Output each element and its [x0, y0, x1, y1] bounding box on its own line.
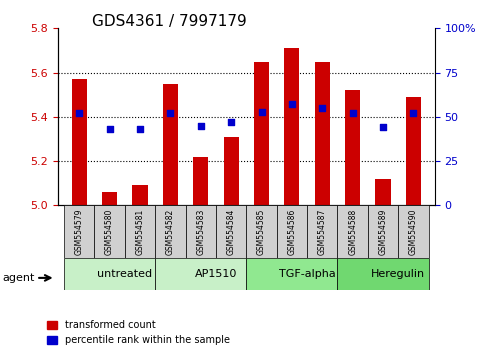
FancyBboxPatch shape: [398, 205, 428, 258]
Legend: transformed count, percentile rank within the sample: transformed count, percentile rank withi…: [43, 316, 234, 349]
Text: GSM554583: GSM554583: [196, 209, 205, 255]
FancyBboxPatch shape: [155, 258, 246, 290]
FancyBboxPatch shape: [307, 205, 338, 258]
FancyBboxPatch shape: [338, 258, 428, 290]
Point: [167, 110, 174, 116]
Text: GSM554585: GSM554585: [257, 209, 266, 255]
Bar: [375, 179, 391, 205]
Point: [136, 126, 144, 132]
Text: GSM554582: GSM554582: [166, 209, 175, 255]
Text: GSM554587: GSM554587: [318, 209, 327, 255]
Text: GSM554579: GSM554579: [75, 209, 84, 255]
FancyBboxPatch shape: [125, 205, 155, 258]
Text: AP1510: AP1510: [195, 269, 237, 279]
Bar: [132, 185, 148, 205]
Text: GSM554588: GSM554588: [348, 209, 357, 255]
FancyBboxPatch shape: [64, 205, 94, 258]
FancyBboxPatch shape: [64, 258, 155, 290]
Text: GSM554581: GSM554581: [136, 209, 144, 255]
Bar: [71, 79, 87, 205]
Bar: [224, 137, 239, 205]
Text: untreated: untreated: [97, 269, 152, 279]
Text: GSM554580: GSM554580: [105, 209, 114, 255]
Text: TGF-alpha: TGF-alpha: [279, 269, 336, 279]
Text: Heregulin: Heregulin: [371, 269, 426, 279]
Text: GDS4361 / 7997179: GDS4361 / 7997179: [92, 14, 246, 29]
Text: GSM554590: GSM554590: [409, 209, 418, 255]
Bar: [406, 97, 421, 205]
Point: [349, 110, 356, 116]
FancyBboxPatch shape: [94, 205, 125, 258]
Point: [288, 102, 296, 107]
Point: [106, 126, 114, 132]
Text: agent: agent: [2, 273, 35, 283]
FancyBboxPatch shape: [368, 205, 398, 258]
Bar: [284, 48, 299, 205]
FancyBboxPatch shape: [246, 205, 277, 258]
Text: GSM554584: GSM554584: [227, 209, 236, 255]
Bar: [345, 90, 360, 205]
Point: [410, 110, 417, 116]
Bar: [254, 62, 269, 205]
FancyBboxPatch shape: [277, 205, 307, 258]
Point: [318, 105, 326, 111]
Point: [227, 119, 235, 125]
FancyBboxPatch shape: [246, 258, 338, 290]
Bar: [102, 192, 117, 205]
FancyBboxPatch shape: [185, 205, 216, 258]
FancyBboxPatch shape: [155, 205, 185, 258]
Point: [379, 125, 387, 130]
Point: [257, 109, 265, 114]
FancyBboxPatch shape: [338, 205, 368, 258]
Bar: [163, 84, 178, 205]
Bar: [193, 156, 208, 205]
Point: [75, 110, 83, 116]
Bar: [315, 62, 330, 205]
FancyBboxPatch shape: [216, 205, 246, 258]
Text: GSM554589: GSM554589: [379, 209, 387, 255]
Text: GSM554586: GSM554586: [287, 209, 297, 255]
Point: [197, 123, 205, 129]
